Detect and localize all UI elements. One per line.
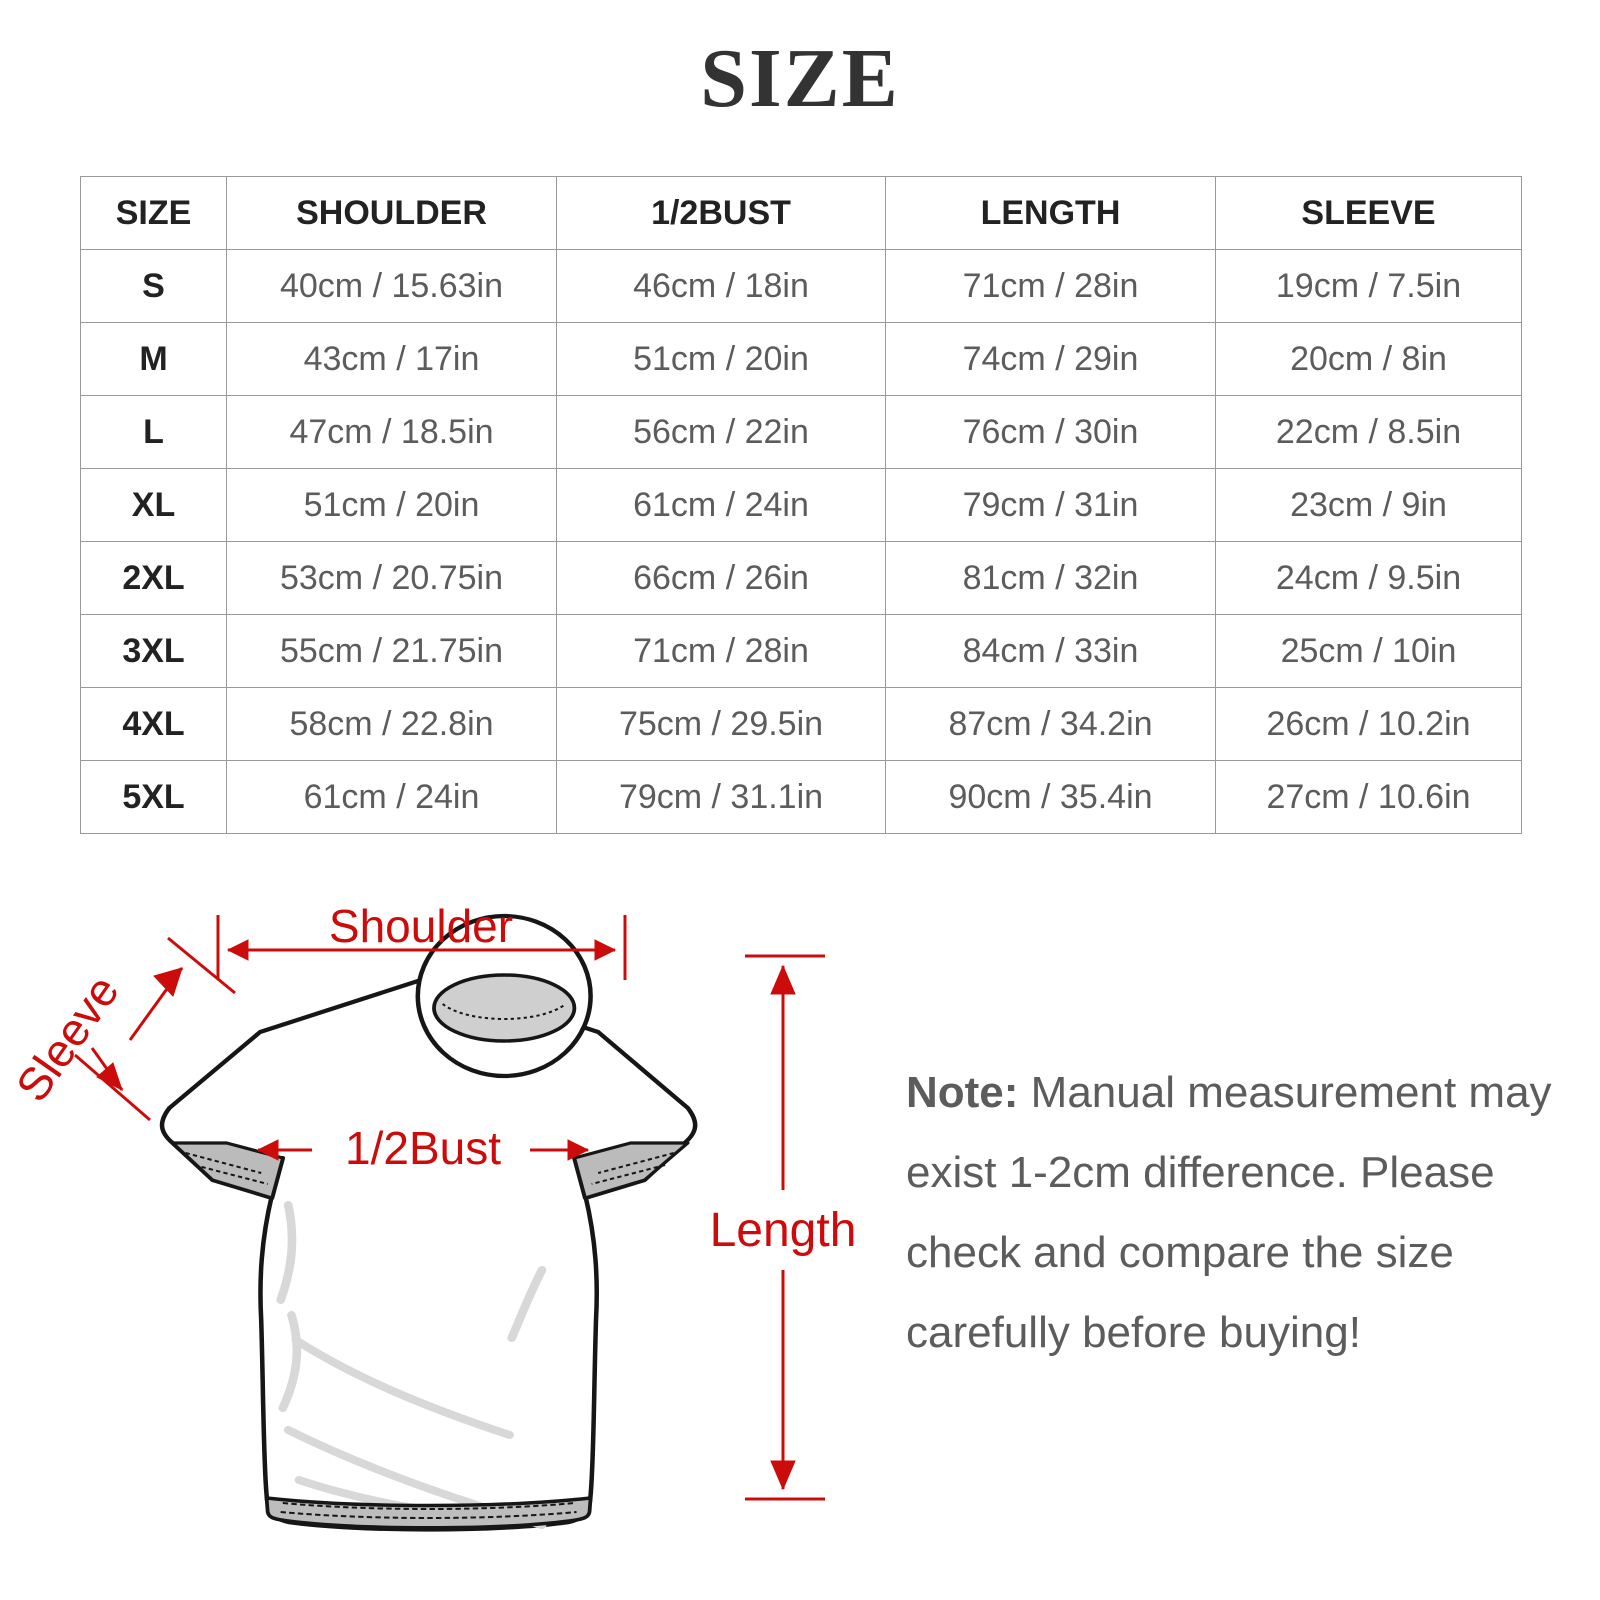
- svg-text:Shoulder: Shoulder: [329, 900, 513, 952]
- svg-text:Length: Length: [710, 1204, 857, 1257]
- svg-text:Sleeve: Sleeve: [6, 966, 129, 1111]
- svg-text:1/2Bust: 1/2Bust: [345, 1122, 501, 1174]
